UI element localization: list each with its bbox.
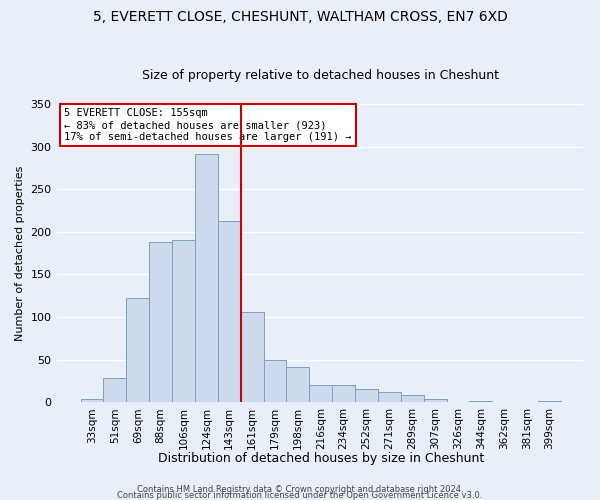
- Bar: [401, 394, 424, 402]
- Bar: [127, 298, 149, 402]
- Bar: [310, 385, 332, 402]
- Text: 5, EVERETT CLOSE, CHESHUNT, WALTHAM CROSS, EN7 6XD: 5, EVERETT CLOSE, CHESHUNT, WALTHAM CROS…: [92, 10, 508, 24]
- Text: Contains public sector information licensed under the Open Government Licence v3: Contains public sector information licen…: [118, 490, 482, 500]
- Bar: [538, 400, 561, 402]
- Text: Contains HM Land Registry data © Crown copyright and database right 2024.: Contains HM Land Registry data © Crown c…: [137, 484, 463, 494]
- Bar: [218, 220, 241, 402]
- Bar: [286, 368, 310, 402]
- Bar: [172, 240, 195, 402]
- Bar: [378, 392, 401, 402]
- Bar: [195, 154, 218, 402]
- Bar: [424, 399, 446, 402]
- X-axis label: Distribution of detached houses by size in Cheshunt: Distribution of detached houses by size …: [158, 452, 484, 465]
- Title: Size of property relative to detached houses in Cheshunt: Size of property relative to detached ho…: [142, 69, 499, 82]
- Bar: [241, 312, 263, 402]
- Bar: [103, 378, 127, 402]
- Bar: [149, 242, 172, 402]
- Bar: [263, 360, 286, 402]
- Bar: [332, 385, 355, 402]
- Y-axis label: Number of detached properties: Number of detached properties: [15, 166, 25, 341]
- Bar: [80, 399, 103, 402]
- Bar: [355, 390, 378, 402]
- Text: 5 EVERETT CLOSE: 155sqm
← 83% of detached houses are smaller (923)
17% of semi-d: 5 EVERETT CLOSE: 155sqm ← 83% of detache…: [64, 108, 352, 142]
